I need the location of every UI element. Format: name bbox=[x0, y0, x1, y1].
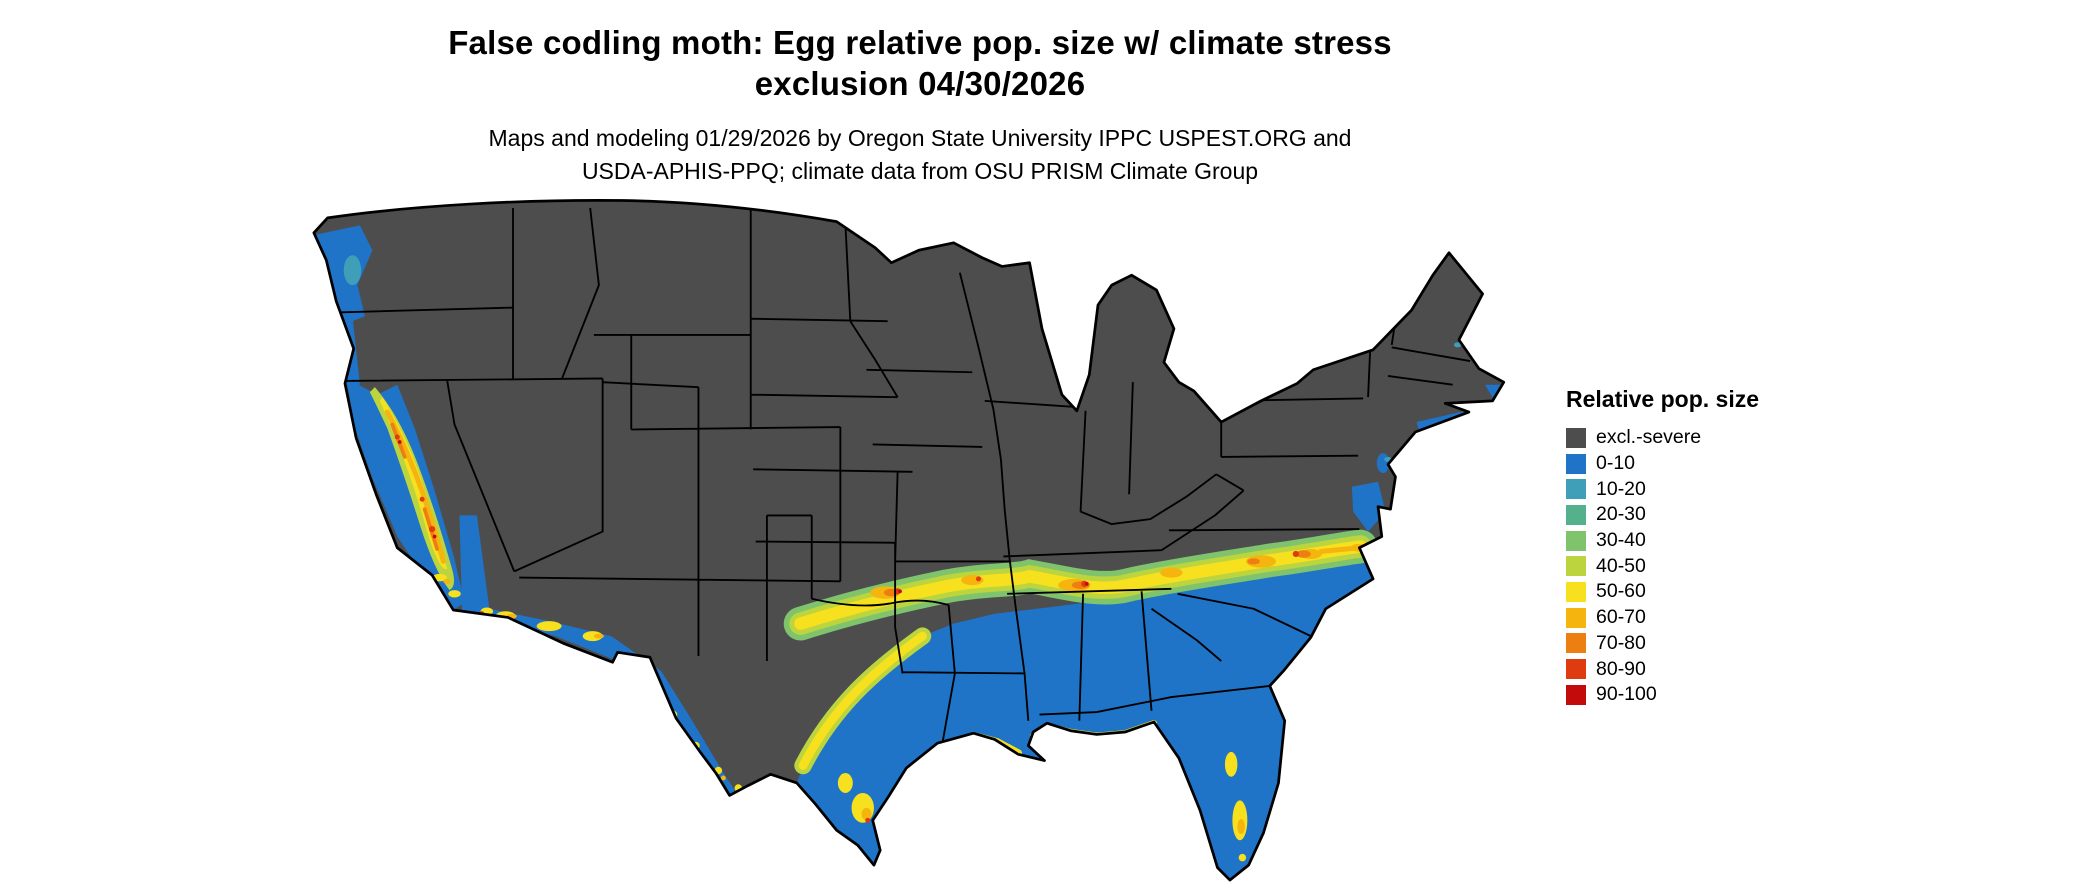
figure-subtitle-line2: USDA-APHIS-PPQ; climate data from OSU PR… bbox=[581, 158, 1259, 184]
state-borders bbox=[333, 204, 1471, 744]
legend-label: 60-70 bbox=[1596, 606, 1646, 629]
legend-swatch bbox=[1566, 504, 1586, 525]
legend-row: 50-60 bbox=[1566, 579, 1759, 605]
legend-row: 90-100 bbox=[1566, 682, 1759, 708]
legend-row: 30-40 bbox=[1566, 528, 1759, 554]
us-map-svg bbox=[312, 198, 1506, 882]
legend-row: 60-70 bbox=[1566, 605, 1759, 631]
legend-label: 50-60 bbox=[1596, 580, 1646, 603]
figure-subtitle-line1: Maps and modeling 01/29/2026 by Oregon S… bbox=[488, 125, 1352, 151]
page-title-line2: exclusion 04/30/2026 bbox=[754, 65, 1086, 102]
texas-gulf-hotspots bbox=[837, 773, 874, 823]
legend-swatch bbox=[1566, 556, 1586, 577]
legend-row: 0-10 bbox=[1566, 451, 1759, 477]
legend-row: excl.-severe bbox=[1566, 425, 1759, 451]
us-outline bbox=[312, 198, 1506, 882]
legend-row: 40-50 bbox=[1566, 553, 1759, 579]
legend-row: 80-90 bbox=[1566, 656, 1759, 682]
legend-label: 70-80 bbox=[1596, 631, 1646, 654]
legend-swatch bbox=[1566, 453, 1586, 474]
us-map bbox=[300, 198, 1545, 892]
legend-swatch bbox=[1566, 659, 1586, 680]
legend-label: 20-30 bbox=[1596, 503, 1646, 526]
legend-swatch bbox=[1566, 530, 1586, 551]
legend-label: 0-10 bbox=[1596, 452, 1636, 475]
legend-label: 30-40 bbox=[1596, 529, 1646, 552]
legend-label: 80-90 bbox=[1596, 657, 1646, 680]
california-valley-hotzone bbox=[369, 387, 461, 598]
page-title: False codling moth: Egg relative pop. si… bbox=[0, 22, 1840, 104]
legend-label: 10-20 bbox=[1596, 477, 1646, 500]
legend-swatch bbox=[1566, 581, 1586, 602]
legend-swatch bbox=[1566, 479, 1586, 500]
map-raster bbox=[313, 200, 1504, 881]
figure-subtitle: Maps and modeling 01/29/2026 by Oregon S… bbox=[0, 122, 1840, 188]
legend-row: 10-20 bbox=[1566, 476, 1759, 502]
legend-swatch bbox=[1566, 684, 1586, 705]
page-title-line1: False codling moth: Egg relative pop. si… bbox=[448, 24, 1392, 61]
legend-swatch bbox=[1566, 633, 1586, 654]
florida-hotspots bbox=[1224, 751, 1248, 862]
legend-swatch bbox=[1566, 427, 1586, 448]
legend-swatch bbox=[1566, 607, 1586, 628]
legend: Relative pop. size excl.-severe 0-10 10-… bbox=[1566, 386, 1759, 708]
legend-title: Relative pop. size bbox=[1566, 386, 1760, 412]
legend-row: 70-80 bbox=[1566, 631, 1759, 657]
legend-label: 90-100 bbox=[1596, 683, 1657, 706]
legend-label: 40-50 bbox=[1596, 554, 1646, 577]
legend-label: excl.-severe bbox=[1596, 426, 1702, 449]
legend-row: 20-30 bbox=[1566, 502, 1759, 528]
